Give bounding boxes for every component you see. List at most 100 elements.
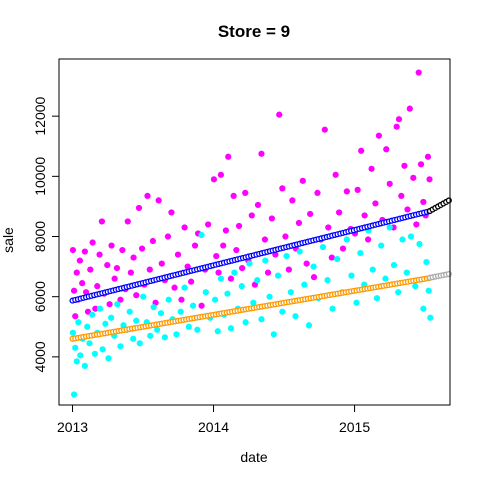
chart-title: Store = 9 — [218, 22, 290, 41]
data-point — [156, 197, 162, 203]
data-point — [218, 172, 224, 178]
data-point — [97, 306, 103, 312]
data-point — [408, 233, 414, 239]
data-point — [119, 247, 125, 253]
y-tick-label: 12000 — [32, 96, 48, 135]
data-point — [112, 276, 118, 282]
data-point — [108, 242, 114, 248]
data-point — [166, 297, 172, 303]
data-point — [171, 285, 177, 291]
data-point — [102, 321, 108, 327]
x-axis-label: date — [240, 449, 267, 465]
data-point — [89, 312, 95, 318]
data-point — [365, 236, 371, 242]
data-point — [416, 241, 422, 247]
data-point — [82, 363, 88, 369]
data-point — [378, 242, 384, 248]
data-point — [133, 292, 139, 298]
data-point — [215, 328, 221, 334]
data-point — [249, 212, 255, 218]
data-point — [212, 297, 218, 303]
data-point — [198, 232, 204, 238]
data-point — [301, 282, 307, 288]
data-point — [423, 259, 429, 265]
plot-frame — [59, 59, 450, 405]
data-point — [383, 146, 389, 152]
x-tick-label: 2015 — [339, 419, 370, 435]
data-point — [255, 202, 261, 208]
data-point — [203, 289, 209, 295]
data-point — [130, 254, 136, 260]
data-point — [72, 313, 78, 319]
data-point — [376, 133, 382, 139]
y-tick-label: 6000 — [32, 281, 48, 312]
data-point — [362, 212, 368, 218]
data-point — [198, 303, 204, 309]
data-point — [413, 221, 419, 227]
data-point — [213, 253, 219, 259]
data-point — [426, 288, 432, 294]
data-point — [374, 295, 380, 301]
data-point — [114, 301, 120, 307]
data-point — [144, 193, 150, 199]
data-point — [387, 224, 393, 230]
data-point — [239, 283, 245, 289]
data-point — [344, 236, 350, 242]
data-point — [178, 297, 184, 303]
data-point — [218, 276, 224, 282]
data-point — [311, 274, 317, 280]
data-point — [334, 256, 340, 262]
data-point — [114, 265, 120, 271]
data-point — [72, 345, 78, 351]
data-point — [104, 262, 110, 268]
data-point — [358, 148, 364, 154]
data-point — [288, 289, 294, 295]
data-point — [117, 343, 123, 349]
data-point — [140, 294, 146, 300]
y-tick-label: 8000 — [32, 221, 48, 252]
data-point — [307, 211, 313, 217]
data-point — [336, 209, 342, 215]
data-point — [215, 270, 221, 276]
data-point — [128, 270, 134, 276]
data-point — [418, 161, 424, 167]
data-point — [370, 267, 376, 273]
data-point — [175, 251, 181, 257]
data-point — [225, 154, 231, 160]
data-point — [282, 233, 288, 239]
data-point — [228, 276, 234, 282]
data-point — [231, 270, 237, 276]
data-point — [82, 248, 88, 254]
data-point — [150, 238, 156, 244]
data-point — [382, 276, 388, 282]
data-point — [329, 306, 335, 312]
data-point — [151, 304, 157, 310]
data-point — [329, 254, 335, 260]
data-point — [279, 185, 285, 191]
data-point — [147, 333, 153, 339]
data-point — [243, 319, 249, 325]
data-point — [320, 244, 326, 250]
data-point — [79, 280, 85, 286]
data-point — [186, 324, 192, 330]
data-point — [125, 218, 131, 224]
data-point — [220, 242, 226, 248]
data-point — [265, 270, 271, 276]
data-point — [92, 351, 98, 357]
data-point — [425, 154, 431, 160]
data-point — [399, 236, 405, 242]
data-point — [130, 336, 136, 342]
data-point — [357, 250, 363, 256]
data-point — [188, 279, 194, 285]
data-point — [420, 306, 426, 312]
data-point — [242, 190, 248, 196]
data-point — [391, 262, 397, 268]
data-point — [416, 69, 422, 75]
data-point — [283, 253, 289, 259]
data-point — [372, 200, 378, 206]
data-point — [84, 324, 90, 330]
data-point — [311, 264, 317, 270]
data-point — [96, 251, 102, 257]
trend-point — [446, 272, 451, 277]
data-point — [286, 267, 292, 273]
